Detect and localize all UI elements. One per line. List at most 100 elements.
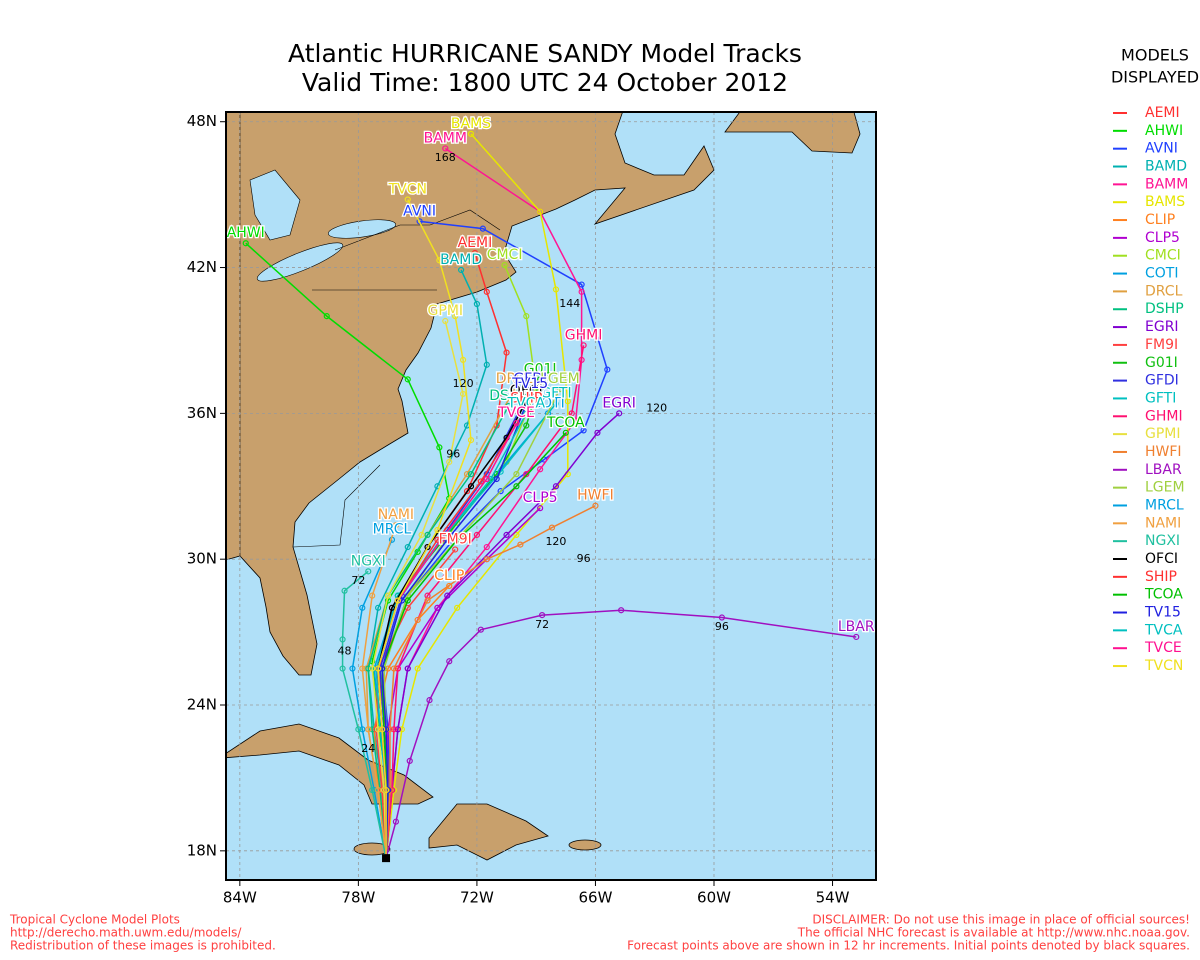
track-label: BAMM	[424, 130, 467, 146]
legend-label: BAMD	[1145, 159, 1187, 175]
forecast-point	[452, 546, 459, 553]
forecast-point	[242, 240, 249, 247]
legend-label: TVCE	[1144, 640, 1182, 656]
legend-label: HWFI	[1145, 444, 1182, 460]
forecast-point	[537, 376, 544, 383]
hour-label: 120	[646, 402, 667, 415]
forecast-point	[458, 266, 465, 274]
forecast-point	[487, 475, 494, 483]
forecast-point	[375, 726, 382, 733]
forecast-point	[580, 427, 587, 434]
legend-title: MODELS	[1121, 46, 1189, 65]
lat-tick-label: 42N	[187, 258, 217, 276]
forecast-point	[513, 471, 520, 478]
forecast-point	[503, 349, 510, 356]
track-label: AVNI	[403, 203, 436, 219]
forecast-point	[424, 597, 431, 604]
jamaica	[353, 842, 391, 856]
forecast-point	[375, 786, 382, 794]
forecast-point	[414, 616, 421, 624]
forecast-point	[438, 536, 445, 543]
forecast-point	[444, 592, 451, 599]
track-label: BAMS	[451, 116, 491, 132]
forecast-point	[463, 471, 471, 478]
forecast-point	[394, 597, 401, 604]
title: Atlantic HURRICANE SANDY Model Tracks	[288, 39, 802, 68]
lat-tick-label: 48N	[187, 112, 217, 130]
legend-label: GPMI	[1145, 426, 1181, 442]
border	[292, 464, 381, 548]
initial-point	[382, 854, 391, 863]
legend-label: COTI	[1145, 266, 1178, 282]
forecast-point	[523, 313, 530, 320]
legend-label: GFTI	[1145, 390, 1176, 406]
forecast-point	[513, 531, 520, 538]
forecast-point	[505, 402, 512, 410]
forecast-point	[339, 636, 346, 643]
track-label: DSHP	[489, 388, 528, 404]
forecast-point	[556, 385, 563, 393]
legend-label: MRCL	[1145, 497, 1184, 513]
track-label: CLP5	[523, 490, 558, 506]
forecast-point	[459, 356, 467, 363]
forecast-point	[477, 478, 484, 485]
model-track	[385, 609, 857, 859]
forecast-point	[404, 597, 411, 604]
forecast-point	[378, 665, 386, 672]
forecast-point	[375, 665, 382, 672]
hispaniola	[428, 803, 549, 861]
forecast-point	[467, 483, 475, 490]
forecast-point	[365, 568, 372, 575]
hour-label: 24	[361, 742, 375, 755]
model-track	[385, 505, 596, 859]
footer-left: Tropical Cyclone Model Plots	[9, 913, 180, 927]
track-label: AHWI	[227, 225, 265, 241]
forecast-point	[552, 483, 560, 490]
forecast-point	[467, 130, 475, 137]
forecast-point	[537, 466, 544, 473]
forecast-point	[436, 257, 443, 264]
forecast-point	[513, 483, 520, 490]
forecast-point	[382, 786, 390, 794]
track-label: TVCN	[388, 181, 427, 197]
forecast-point	[477, 626, 484, 633]
forecast-point	[341, 587, 348, 594]
legend-label: DRCL	[1145, 283, 1183, 299]
forecast-point	[390, 665, 398, 672]
track-label: DRCL	[496, 371, 534, 387]
track-label: GFTI	[540, 386, 571, 402]
forecast-point	[853, 633, 860, 641]
forecast-point	[446, 658, 453, 665]
forecast-point	[349, 665, 356, 672]
forecast-point	[388, 604, 396, 611]
forecast-point	[517, 541, 524, 548]
model-track	[385, 412, 620, 859]
hour-label: 48	[338, 645, 352, 658]
forecast-point	[398, 597, 405, 604]
hour-label: 72	[351, 574, 365, 587]
forecast-point	[442, 145, 449, 152]
forecast-point	[369, 726, 376, 733]
track-label: FM9I	[439, 531, 472, 547]
track-label: TCOA	[546, 415, 585, 431]
forecast-point	[426, 697, 433, 704]
track-label: EGRI	[602, 395, 636, 411]
lake-huron	[249, 169, 301, 241]
forecast-point	[562, 429, 569, 436]
subtitle: Valid Time: 1800 UTC 24 October 2012	[302, 68, 788, 97]
legend-label: CLP5	[1145, 230, 1180, 246]
forecast-point	[537, 208, 544, 215]
forecast-point	[424, 543, 431, 551]
forecast-point	[473, 531, 481, 538]
legend-label: AEMI	[1145, 105, 1180, 121]
lat-tick-label: 36N	[187, 404, 217, 422]
hour-label: 96	[577, 552, 591, 565]
forecast-point	[467, 437, 475, 444]
map-frame	[225, 111, 877, 881]
legend-label: GHMI	[1145, 408, 1183, 424]
forecast-point	[578, 288, 585, 295]
legend-label: NAMI	[1145, 515, 1181, 531]
forecast-point	[493, 475, 500, 483]
lake-erie	[256, 242, 344, 282]
